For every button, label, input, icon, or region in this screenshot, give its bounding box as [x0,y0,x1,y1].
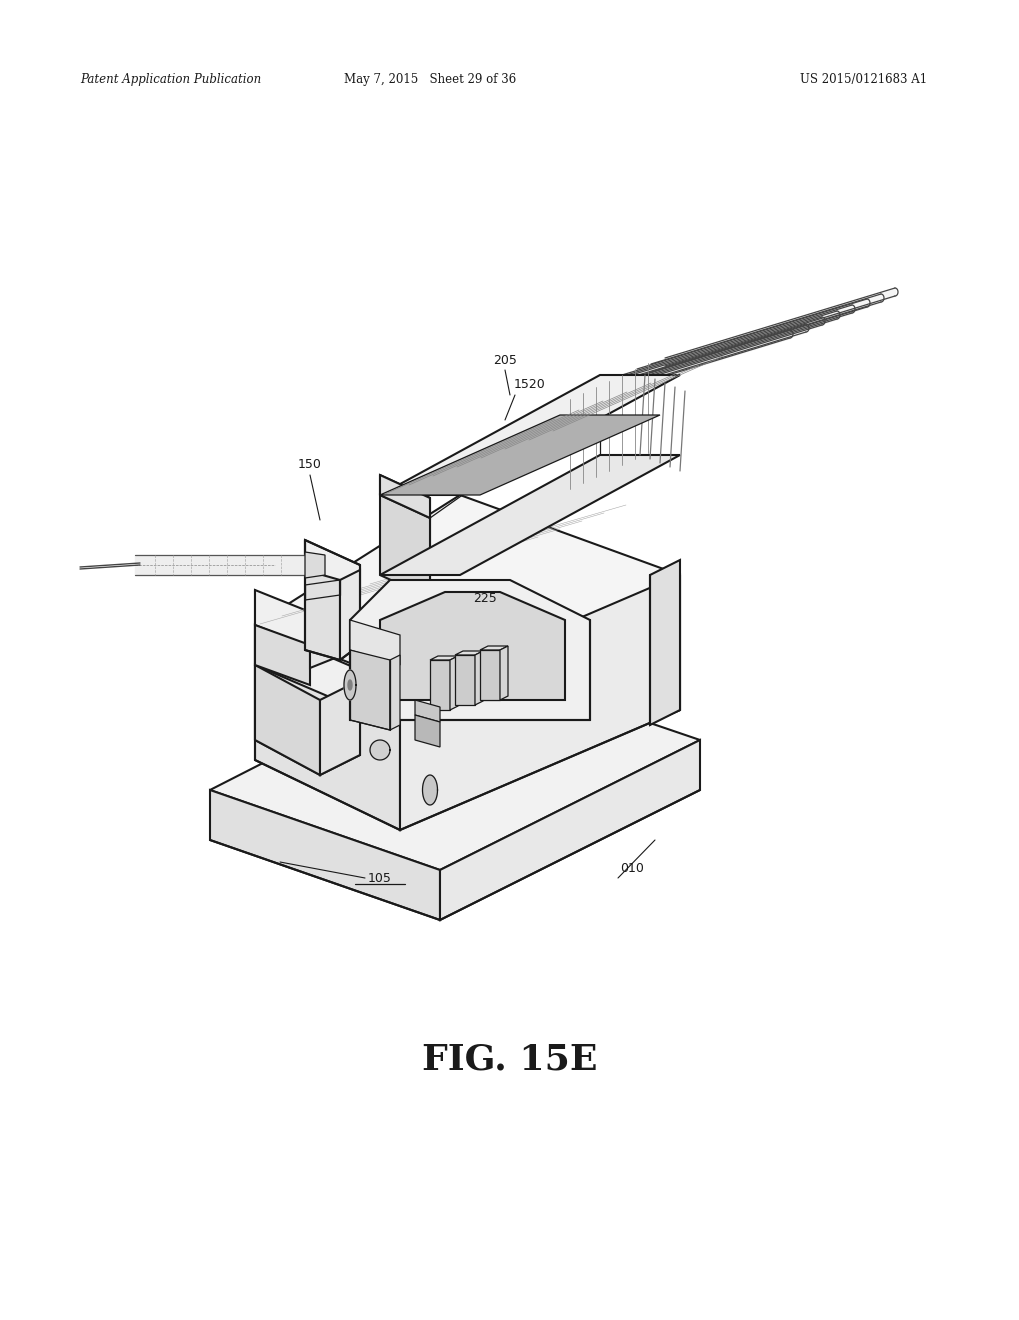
Text: May 7, 2015   Sheet 29 of 36: May 7, 2015 Sheet 29 of 36 [343,74,516,87]
Polygon shape [305,570,339,660]
Polygon shape [499,645,507,700]
Text: 205: 205 [492,354,517,367]
Polygon shape [255,590,380,675]
Polygon shape [339,570,360,660]
Polygon shape [343,671,356,700]
Polygon shape [439,741,699,920]
Polygon shape [310,615,380,668]
Polygon shape [380,495,430,598]
Polygon shape [454,655,475,705]
Polygon shape [255,665,320,775]
Text: 105: 105 [368,871,391,884]
Polygon shape [380,475,430,517]
Polygon shape [210,660,699,870]
Polygon shape [415,700,439,722]
Polygon shape [255,624,310,685]
Text: 225: 225 [473,591,496,605]
Polygon shape [380,375,680,495]
Polygon shape [305,552,325,578]
Polygon shape [347,680,352,690]
Polygon shape [430,656,458,660]
Polygon shape [305,540,360,595]
Polygon shape [399,576,680,830]
Polygon shape [255,624,360,710]
Polygon shape [380,414,659,495]
Text: Patent Application Publication: Patent Application Publication [79,74,261,87]
Text: US 2015/0121683 A1: US 2015/0121683 A1 [799,74,926,87]
Polygon shape [389,655,399,730]
Polygon shape [430,660,449,710]
Polygon shape [210,789,439,920]
Polygon shape [320,680,360,775]
Text: 010: 010 [620,862,643,874]
Polygon shape [475,651,483,705]
Polygon shape [449,656,458,710]
Text: FIG. 15E: FIG. 15E [422,1043,597,1077]
Polygon shape [350,579,589,719]
Text: 150: 150 [298,458,322,471]
Polygon shape [415,715,439,747]
Polygon shape [649,560,680,725]
Polygon shape [480,645,507,649]
Polygon shape [480,649,499,700]
Polygon shape [422,775,437,805]
Polygon shape [350,649,389,730]
Polygon shape [350,620,399,665]
Polygon shape [380,591,565,700]
Polygon shape [454,651,483,655]
Polygon shape [255,624,399,830]
Polygon shape [370,741,389,760]
Text: 1520: 1520 [514,379,545,392]
Polygon shape [255,495,680,705]
Polygon shape [380,455,680,576]
